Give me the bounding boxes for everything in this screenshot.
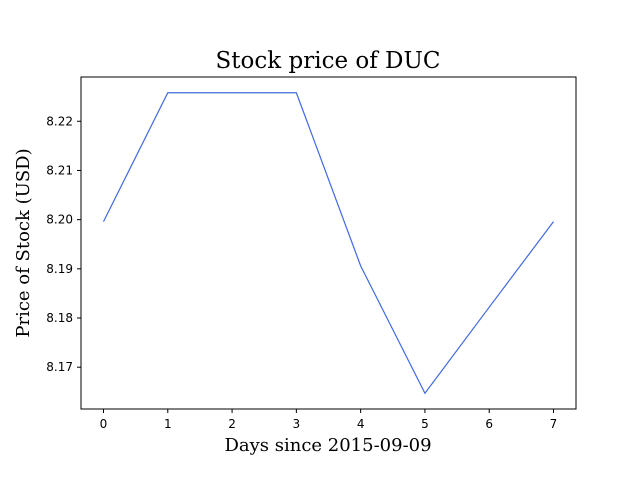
x-tick-label: 0: [100, 417, 108, 431]
x-tick-label: 5: [421, 417, 429, 431]
plot-area-frame: [80, 76, 577, 410]
y-tick-label: 8.19: [46, 262, 73, 276]
x-tick-label: 3: [293, 417, 301, 431]
y-tick-label: 8.22: [46, 114, 73, 128]
chart-title: Stock price of DUC: [216, 48, 441, 74]
y-axis-ticks: 8.17 8.18 8.19 8.20 8.21 8.22: [46, 114, 81, 374]
x-tick-label: 2: [228, 417, 236, 431]
x-tick-label: 4: [357, 417, 365, 431]
x-axis-label: Days since 2015-09-09: [224, 435, 431, 456]
series-layer: [102, 92, 554, 395]
series-line: [102, 92, 554, 395]
x-axis-ticks: 0 1 2 3 4 5 6 7: [100, 409, 558, 431]
y-tick-label: 8.20: [46, 213, 73, 227]
y-tick-label: 8.21: [46, 163, 73, 177]
y-tick-label: 8.18: [46, 311, 73, 325]
y-axis-label: Price of Stock (USD): [13, 148, 34, 337]
x-tick-label: 6: [485, 417, 493, 431]
x-tick-label: 7: [550, 417, 558, 431]
y-tick-label: 8.17: [46, 360, 73, 374]
x-tick-label: 1: [164, 417, 172, 431]
